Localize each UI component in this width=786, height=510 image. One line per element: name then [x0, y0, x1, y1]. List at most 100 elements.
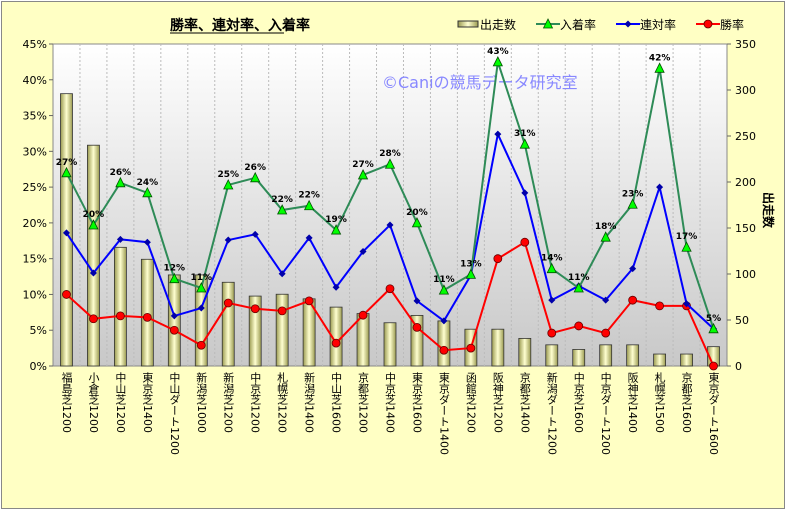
category-label: 札幌芝1200	[276, 372, 289, 433]
point-勝率	[223, 298, 233, 308]
point-入着率	[546, 262, 557, 274]
point-連対率	[602, 296, 610, 304]
legend-label-出走数: 出走数	[480, 17, 516, 32]
right-tick-label: 50	[735, 314, 749, 327]
bar-出走数	[356, 313, 370, 367]
point-入着率	[573, 282, 584, 293]
point-勝率	[142, 312, 152, 322]
point-勝率	[358, 310, 368, 320]
category-label: 中山芝1600	[330, 372, 343, 433]
data-label: 43%	[487, 47, 509, 57]
category-label: 新潟芝1400	[303, 371, 316, 433]
bar-出走数	[140, 258, 154, 367]
point-入着率	[654, 62, 665, 73]
bar-出走数	[87, 144, 100, 367]
bar-出走数	[653, 353, 666, 367]
category-label: 京都芝1600	[680, 371, 693, 433]
point-連対率	[656, 183, 664, 191]
left-tick-label: 20%	[23, 217, 47, 230]
chart-title: 勝率、連対率、入着率	[170, 17, 310, 34]
legend-label-連対率: 連対率	[640, 17, 676, 32]
point-入着率	[303, 199, 315, 211]
category-label: 新潟芝1200	[222, 371, 235, 433]
point-勝率	[196, 340, 206, 350]
left-tick-label: 35%	[23, 110, 47, 123]
data-label: 20%	[406, 208, 428, 218]
bar-出走数	[275, 293, 289, 367]
bar-出走数	[680, 353, 693, 367]
point-勝率	[169, 325, 179, 335]
point-勝率	[466, 343, 476, 353]
point-勝率	[250, 304, 260, 314]
data-label: 18%	[595, 222, 617, 232]
data-label: 11%	[191, 273, 213, 283]
bar-出走数	[167, 274, 181, 367]
point-入着率	[627, 198, 638, 209]
category-label: 中山芝1200	[114, 372, 127, 433]
category-label: 中山ダート1200	[168, 372, 181, 455]
point-連対率	[251, 230, 259, 238]
left-tick-label: 30%	[23, 145, 47, 158]
data-label: 26%	[244, 163, 266, 173]
point-連対率	[386, 221, 394, 229]
left-tick-label: 0%	[30, 360, 47, 373]
point-入着率	[357, 169, 369, 180]
point-勝率	[277, 306, 287, 316]
data-label: 27%	[352, 160, 374, 170]
point-入着率	[250, 171, 261, 183]
point-連対率	[683, 300, 691, 308]
point-連対率	[170, 312, 178, 320]
point-勝率	[520, 237, 530, 247]
left-tick-label: 15%	[23, 253, 47, 266]
right-tick-label: 0	[735, 360, 742, 373]
point-連対率	[629, 265, 637, 273]
left-tick-label: 25%	[23, 181, 47, 194]
category-label: 中京芝1400	[384, 372, 397, 433]
category-label: 阪神芝1200	[491, 371, 504, 433]
data-label: 13%	[460, 259, 482, 269]
point-勝率	[709, 361, 718, 371]
legend-marker-連対率	[624, 20, 632, 28]
legend-marker-入着率	[542, 18, 554, 29]
point-勝率	[89, 314, 98, 324]
point-入着率	[142, 186, 153, 198]
data-label: 26%	[110, 168, 132, 178]
category-label: 中京芝1600	[572, 372, 585, 433]
point-入着率	[519, 138, 530, 149]
category-label: 函館芝1200	[464, 372, 477, 433]
data-label: 14%	[541, 254, 563, 264]
point-入着率	[330, 224, 342, 235]
point-連対率	[332, 283, 340, 291]
category-label: 新潟芝1000	[195, 371, 208, 433]
bar-出走数	[599, 344, 613, 367]
left-tick-label: 10%	[23, 288, 47, 301]
point-連対率	[359, 248, 367, 256]
point-入着率	[384, 158, 396, 169]
point-勝率	[601, 328, 611, 338]
point-入着率	[196, 282, 207, 293]
category-label: 中京芝1200	[249, 372, 262, 433]
bar-出走数	[626, 344, 640, 367]
data-label: 31%	[514, 129, 536, 139]
right-tick-label: 350	[735, 38, 756, 51]
point-勝率	[331, 338, 341, 348]
left-tick-label: 5%	[30, 324, 47, 337]
point-勝率	[439, 345, 449, 355]
legend-label-入着率: 入着率	[560, 17, 596, 32]
point-入着率	[277, 204, 288, 215]
data-label: 19%	[325, 215, 347, 225]
data-label: 11%	[433, 275, 455, 285]
category-label: 京都芝1400	[518, 371, 531, 433]
bar-出走数	[518, 337, 532, 367]
point-勝率	[547, 328, 557, 338]
plot-area	[52, 43, 728, 367]
point-入着率	[465, 268, 477, 279]
bar-出走数	[572, 349, 586, 367]
category-label: 東京ダート1600	[707, 372, 720, 455]
point-入着率	[61, 166, 72, 178]
point-入着率	[438, 284, 450, 295]
point-勝率	[62, 290, 71, 299]
point-入着率	[708, 322, 719, 334]
point-勝率	[304, 296, 314, 306]
